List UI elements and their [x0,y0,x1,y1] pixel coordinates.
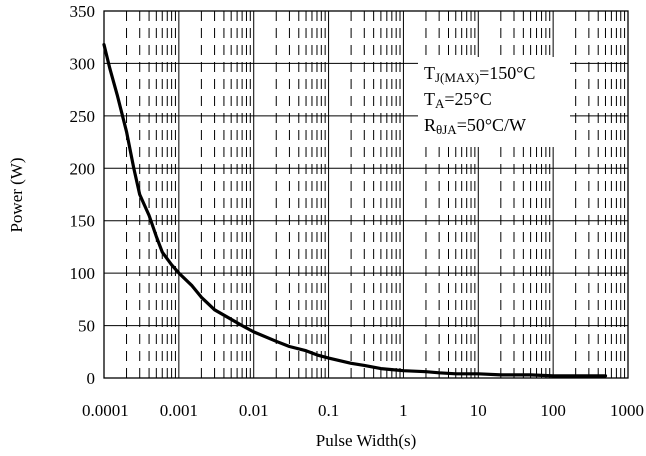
y-tick-label: 150 [70,212,96,231]
x-tick-label: 1000 [610,401,644,420]
annotation-box [418,57,570,147]
x-axis-title: Pulse Width(s) [316,431,417,450]
y-tick-labels: 0 50 100 150 200 250 300 350 [70,2,96,388]
x-tick-label: 100 [540,401,566,420]
y-axis-title: Power (W) [7,157,26,232]
x-tick-label: 10 [470,401,487,420]
x-tick-label: 0.0001 [82,401,129,420]
y-tick-label: 350 [70,2,96,21]
x-tick-label: 0.001 [160,401,198,420]
x-tick-label: 0.01 [239,401,269,420]
x-tick-label: 1 [399,401,408,420]
x-tick-label: 0.1 [318,401,339,420]
y-tick-label: 200 [70,159,96,178]
annotation-text: TJ(MAX)=150°C TA=25°C RθJA=50°C/W [424,63,535,137]
y-tick-label: 100 [70,264,96,283]
plot-frame [103,10,629,379]
annotation-line: TA=25°C [424,89,492,111]
y-tick-label: 0 [87,369,96,388]
y-tick-label: 50 [78,317,95,336]
x-tick-labels: 0.0001 0.001 0.01 0.1 1 10 100 1000 [82,401,644,420]
y-tick-label: 250 [70,107,96,126]
annotation-line: TJ(MAX)=150°C [424,63,535,85]
power-curve-line [102,43,608,378]
annotation-line: RθJA=50°C/W [424,115,526,137]
y-tick-label: 300 [70,54,96,73]
